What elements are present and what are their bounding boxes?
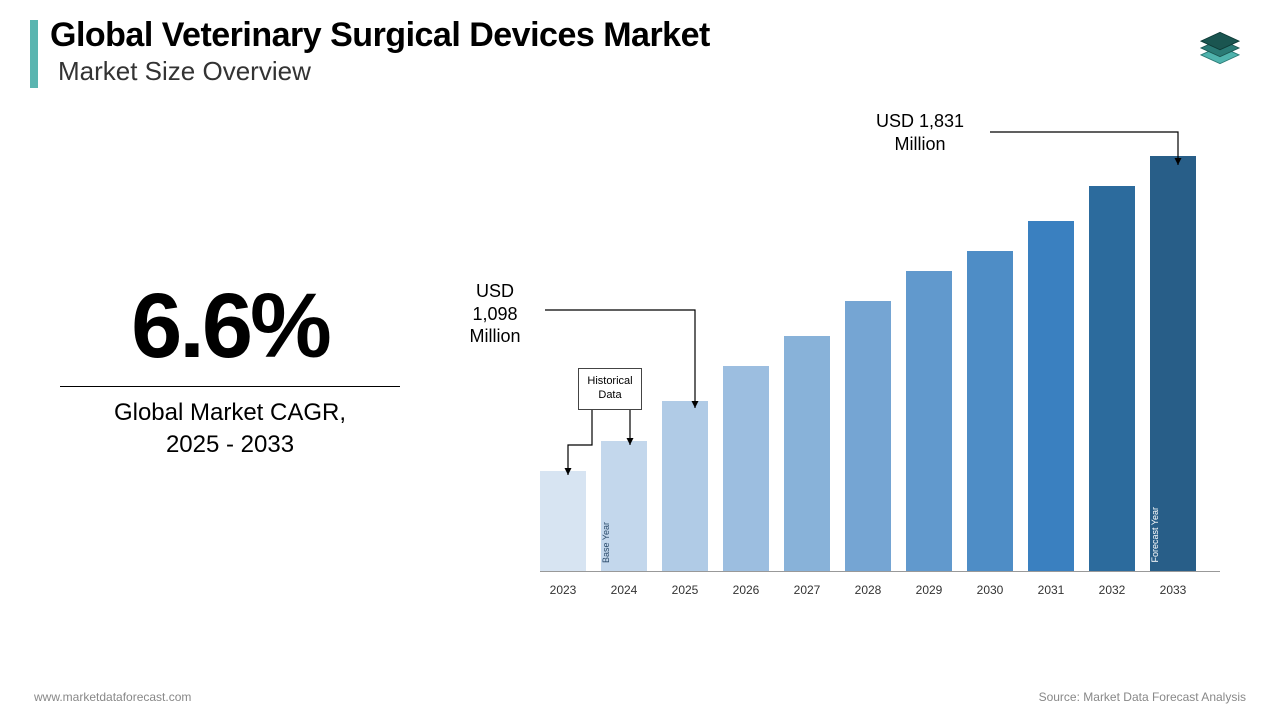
bar (540, 471, 586, 571)
callout-start-value: USD1,098Million (450, 280, 540, 348)
footer-source: Source: Market Data Forecast Analysis (1039, 690, 1246, 704)
bar-year-label: 2030 (967, 583, 1013, 597)
bar-year-label: 2025 (662, 583, 708, 597)
cagr-value: 6.6% (40, 280, 420, 372)
bar (967, 251, 1013, 571)
plot-area: 20232024Base Year20252026202720282029203… (540, 132, 1220, 572)
bar-year-label: 2031 (1028, 583, 1074, 597)
bar (723, 366, 769, 571)
bar (662, 401, 708, 571)
cagr-label-line1: Global Market CAGR, (114, 399, 346, 426)
bar-annotation: Base Year (601, 522, 647, 563)
footer-url: www.marketdataforecast.com (34, 690, 191, 704)
bar-year-label: 2033 (1150, 583, 1196, 597)
bar (784, 336, 830, 571)
cagr-panel: 6.6% Global Market CAGR, 2025 - 2033 (40, 280, 420, 462)
bar (1028, 221, 1074, 571)
divider (60, 386, 400, 387)
page-subtitle: Market Size Overview (58, 56, 1250, 87)
bar (906, 271, 952, 571)
bar-year-label: 2028 (845, 583, 891, 597)
bar-annotation: Forecast Year (1150, 507, 1196, 563)
bar (1089, 186, 1135, 571)
bar-year-label: 2023 (540, 583, 586, 597)
bar-year-label: 2032 (1089, 583, 1135, 597)
bar-year-label: 2026 (723, 583, 769, 597)
cagr-label: Global Market CAGR, 2025 - 2033 (40, 397, 420, 462)
cagr-label-line2: 2025 - 2033 (166, 431, 294, 458)
bar-year-label: 2024 (601, 583, 647, 597)
historical-data-box: HistoricalData (578, 368, 642, 410)
bar (845, 301, 891, 571)
header: Global Veterinary Surgical Devices Marke… (30, 18, 1250, 87)
bar-year-label: 2027 (784, 583, 830, 597)
page-title: Global Veterinary Surgical Devices Marke… (50, 18, 1250, 54)
logo-icon (1194, 22, 1246, 74)
bar-year-label: 2029 (906, 583, 952, 597)
bar-chart: 2023 2024 Base Year 2025 2026 2027 2028 2029 203… (520, 110, 1240, 630)
accent-bar (30, 20, 38, 88)
callout-end-value: USD 1,831Million (850, 110, 990, 155)
